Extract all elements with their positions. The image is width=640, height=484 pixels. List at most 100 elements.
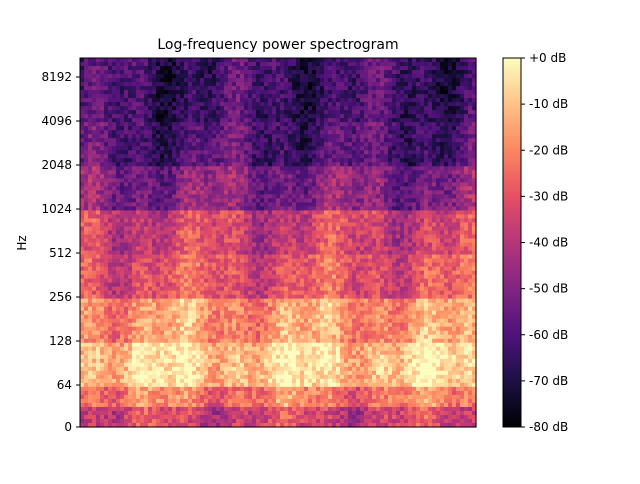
spectrogram-cell [184,210,189,216]
spectrogram-cell [472,190,477,195]
spectrogram-cell [432,98,437,103]
spectrogram-cell [444,66,449,71]
spectrogram-cell [160,230,165,236]
spectrogram-cell [196,102,201,107]
spectrogram-cell [196,70,201,75]
spectrogram-cell [280,94,285,99]
spectrogram-cell [152,202,157,207]
spectrogram-cell [240,182,245,187]
spectrogram-cell [96,82,101,87]
spectrogram-cell [464,154,469,159]
spectrogram-cell [284,194,289,199]
spectrogram-cell [336,70,341,75]
spectrogram-cell [456,62,461,67]
spectrogram-cell [232,182,237,187]
spectrogram-cell [472,226,477,232]
spectrogram-cell [196,138,201,143]
spectrogram-cell [156,250,161,256]
spectrogram-cell [272,66,277,71]
spectrogram-cell [384,214,389,220]
spectrogram-cell [440,234,445,240]
spectrogram-cell [200,154,205,159]
spectrogram-cell [372,230,377,236]
spectrogram-cell [312,174,317,179]
spectrogram-cell [332,242,337,248]
spectrogram-cell [112,162,117,167]
spectrogram-cell [464,134,469,139]
spectrogram-cell [344,166,349,171]
spectrogram-cell [384,74,389,79]
spectrogram-cell [300,190,305,195]
spectrogram-cell [396,118,401,123]
spectrogram-cell [436,210,441,216]
spectrogram-cell [212,250,217,256]
spectrogram-cell [136,182,141,187]
spectrogram-cell [452,182,457,187]
spectrogram-cell [80,182,85,187]
spectrogram-cell [216,254,221,260]
spectrogram-cell [288,206,293,212]
spectrogram-cell [420,226,425,232]
spectrogram-cell [156,186,161,191]
spectrogram-cell [136,254,141,260]
spectrogram-cell [432,186,437,191]
spectrogram-cell [96,186,101,191]
spectrogram-cell [428,134,433,139]
spectrogram-cell [204,70,209,75]
spectrogram-cell [336,98,341,103]
spectrogram-cell [448,110,453,115]
spectrogram-cell [208,242,213,248]
spectrogram-cell [272,114,277,119]
spectrogram-cell [316,74,321,79]
spectrogram-cell [428,66,433,71]
spectrogram-cell [296,74,301,79]
spectrogram-cell [268,162,273,167]
spectrogram-cell [224,98,229,103]
spectrogram-cell [112,226,117,232]
spectrogram-cell [232,234,237,240]
spectrogram-cell [376,254,381,260]
spectrogram-cell [208,142,213,147]
spectrogram-cell [168,230,173,236]
spectrogram-cell [368,78,373,83]
spectrogram-cell [272,254,277,260]
spectrogram-cell [116,154,121,159]
spectrogram-cell [100,214,105,220]
spectrogram-cell [148,210,153,216]
spectrogram-cell [156,226,161,232]
spectrogram-cell [188,86,193,91]
spectrogram-cell [248,226,253,232]
spectrogram-cell [136,234,141,240]
spectrogram-cell [448,226,453,232]
spectrogram-cell [424,98,429,103]
spectrogram-cell [456,174,461,179]
spectrogram-cell [380,130,385,135]
spectrogram-cell [440,242,445,248]
spectrogram-cell [148,102,153,107]
spectrogram-cell [208,206,213,212]
spectrogram-cell [92,202,97,207]
spectrogram-cell [284,162,289,167]
spectrogram-cell [312,98,317,103]
spectrogram-cell [468,202,473,207]
spectrogram-cell [184,82,189,87]
spectrogram-cell [260,154,265,159]
spectrogram-cell [292,122,297,127]
spectrogram-cell [376,70,381,75]
spectrogram-cell [180,178,185,183]
spectrogram-cell [444,106,449,111]
spectrogram-cell [104,86,109,91]
spectrogram-cell [116,130,121,135]
spectrogram-cell [164,206,169,212]
spectrogram-cell [204,222,209,228]
spectrogram-cell [252,66,257,71]
spectrogram-cell [472,102,477,107]
spectrogram-cell [136,102,141,107]
spectrogram-cell [156,222,161,228]
spectrogram-cell [88,102,93,107]
spectrogram-cell [436,174,441,179]
spectrogram-cell [216,226,221,232]
spectrogram-cell [360,222,365,228]
spectrogram-cell [380,146,385,151]
spectrogram-cell [412,106,417,111]
